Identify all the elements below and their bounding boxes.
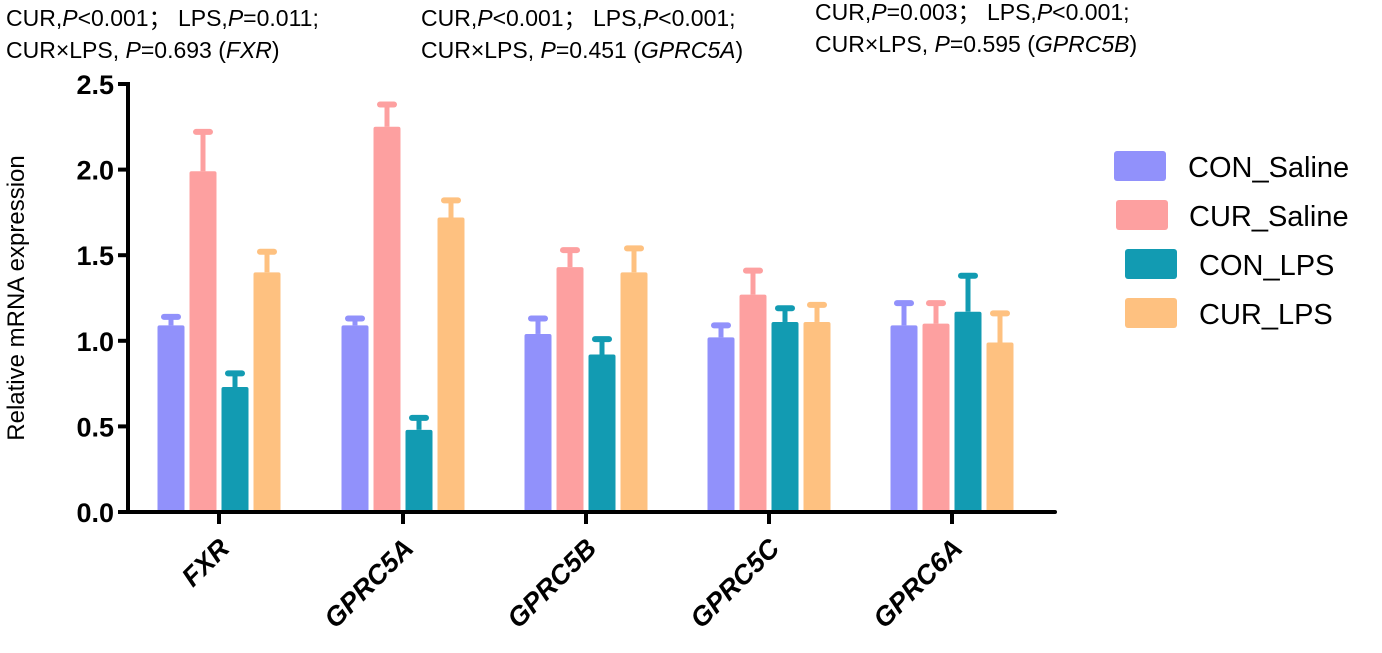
annotation-gprc5a: CUR,P<0.001； LPS,P<0.001; CUR×LPS, P=0.4… — [421, 2, 743, 66]
annotation-italic-text: GPRC5A — [640, 37, 736, 63]
legend: CON_Saline CUR_Saline CON_LPS CUR_LPS — [1114, 151, 1349, 331]
legend-item-con-lps: CON_LPS — [1125, 249, 1334, 282]
bar-group-gprc5a — [341, 101, 465, 513]
bar-con-lps — [588, 354, 616, 512]
y-tick-label: 2.5 — [76, 70, 114, 100]
annotation-italic-text: P — [871, 0, 887, 25]
annotation-text: ) — [1129, 31, 1138, 57]
x-tick-label-fxr: FXR — [176, 533, 236, 593]
annotation-text: =0.003； LPS, — [886, 0, 1037, 25]
annotation-gprc5b: CUR,P=0.003； LPS,P<0.001; CUR×LPS, P=0.5… — [815, 0, 1137, 60]
bar-con-lps — [405, 429, 433, 512]
annotation-text: ) — [735, 37, 744, 63]
annotation-text: <0.001； LPS, — [77, 5, 228, 31]
bar-cur-saline — [556, 267, 584, 512]
bars-layer — [157, 101, 1014, 513]
legend-label: CUR_Saline — [1189, 201, 1349, 233]
bar-cur-lps — [253, 272, 281, 512]
legend-item-cur-lps: CUR_LPS — [1125, 298, 1333, 331]
y-tick-label: 1.0 — [76, 327, 114, 357]
legend-label: CON_Saline — [1188, 152, 1349, 184]
annotation-line-2: CUR×LPS, P=0.595 (GPRC5B) — [815, 28, 1137, 60]
bar-group-gprc5b — [524, 245, 648, 512]
annotation-text: CUR, — [6, 5, 63, 31]
annotation-text: =0.451 ( — [555, 37, 641, 63]
y-tick-label: 0.5 — [76, 412, 114, 442]
bar-cur-lps — [803, 321, 831, 512]
bar-cur-saline — [922, 323, 950, 512]
annotation-italic-text: P — [1036, 0, 1053, 25]
legend-label: CON_LPS — [1199, 250, 1334, 282]
legend-swatch — [1116, 200, 1168, 230]
bar-con-lps — [221, 387, 249, 512]
bar-cur-saline — [373, 126, 401, 513]
bar-cur-lps — [437, 217, 465, 512]
x-tick-label-gprc5c: GPRC5C — [684, 533, 785, 634]
annotation-line-1: CUR,P<0.001； LPS,P=0.011; — [6, 2, 319, 34]
legend-swatch — [1125, 249, 1177, 279]
bar-con-saline — [524, 333, 552, 512]
annotation-italic-text: P — [125, 37, 141, 63]
y-axis-label: Relative mRNA expression — [3, 155, 30, 440]
annotation-italic-text: GPRC5B — [1034, 31, 1130, 57]
legend-item-cur-saline: CUR_Saline — [1116, 200, 1349, 233]
annotation-text: =0.693 ( — [140, 37, 226, 63]
annotation-line-2: CUR×LPS, P=0.693 (FXR) — [6, 34, 319, 66]
legend-swatch — [1114, 151, 1166, 181]
x-tick-label-gprc5b: GPRC5B — [501, 533, 602, 634]
legend-item-con-saline: CON_Saline — [1114, 151, 1349, 184]
annotation-text: <0.001； LPS, — [492, 5, 643, 31]
bar-cur-lps — [986, 342, 1014, 512]
annotation-text: CUR×LPS, — [421, 37, 541, 63]
annotation-italic-text: FXR — [225, 37, 272, 63]
annotation-line-1: CUR,P=0.003； LPS,P<0.001; — [815, 0, 1137, 28]
annotation-line-1: CUR,P<0.001； LPS,P<0.001; — [421, 2, 743, 34]
annotation-text: CUR, — [421, 5, 478, 31]
annotation-text: <0.001; — [658, 5, 736, 31]
y-tick-label: 2.0 — [76, 156, 114, 186]
bar-con-saline — [707, 337, 735, 512]
legend-swatch — [1125, 298, 1177, 328]
annotation-text: CUR, — [815, 0, 872, 25]
annotation-italic-text: P — [227, 5, 244, 31]
bar-con-lps — [771, 321, 799, 512]
x-tick-label-gprc6a: GPRC6A — [867, 533, 968, 634]
annotation-text: ) — [271, 37, 280, 63]
annotation-text: <0.001; — [1052, 0, 1130, 25]
annotation-line-2: CUR×LPS, P=0.451 (GPRC5A) — [421, 34, 743, 66]
annotation-italic-text: P — [62, 5, 78, 31]
annotation-italic-text: P — [540, 37, 556, 63]
x-tick-label-gprc5a: GPRC5A — [318, 533, 419, 634]
annotation-text: CUR×LPS, — [6, 37, 126, 63]
bar-con-saline — [890, 325, 918, 512]
bar-cur-saline — [189, 171, 217, 512]
bar-con-saline — [157, 325, 185, 512]
bar-group-fxr — [157, 128, 281, 512]
annotation-fxr: CUR,P<0.001； LPS,P=0.011; CUR×LPS, P=0.6… — [6, 2, 319, 66]
legend-label: CUR_LPS — [1199, 299, 1333, 331]
bar-group-gprc6a — [890, 272, 1014, 512]
annotation-italic-text: P — [477, 5, 493, 31]
y-tick-label: 0.0 — [76, 498, 114, 528]
annotation-italic-text: P — [934, 31, 950, 57]
annotation-text: =0.595 ( — [949, 31, 1035, 57]
annotation-italic-text: P — [642, 5, 659, 31]
y-tick-label: 1.5 — [76, 241, 114, 271]
bar-con-saline — [341, 325, 369, 512]
bar-cur-lps — [620, 272, 648, 512]
bar-cur-saline — [739, 294, 767, 512]
annotation-text: =0.011; — [243, 5, 319, 31]
annotation-text: CUR×LPS, — [815, 31, 935, 57]
bar-group-gprc5c — [707, 267, 831, 512]
bar-con-lps — [954, 311, 982, 512]
